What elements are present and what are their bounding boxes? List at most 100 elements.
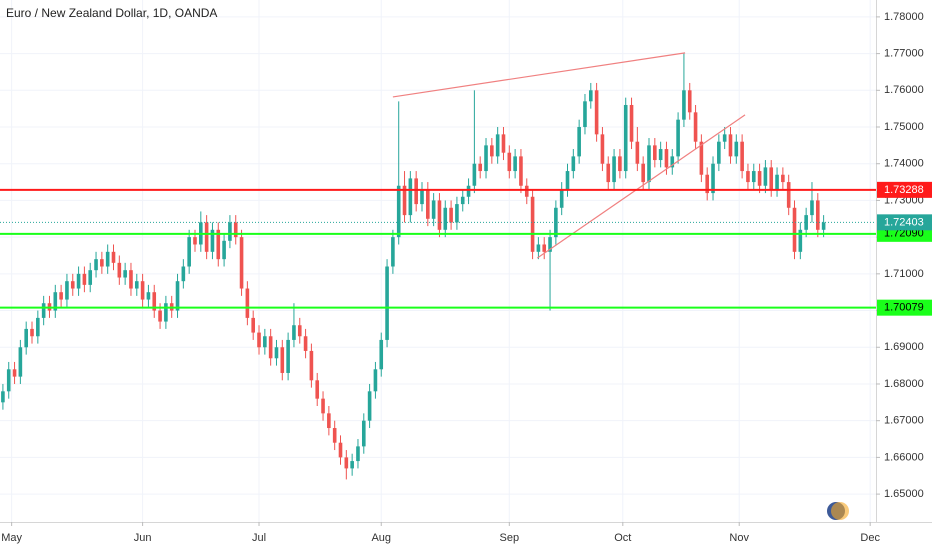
- candle-body: [693, 112, 698, 142]
- candle-body: [501, 134, 506, 153]
- candle-body: [321, 398, 325, 414]
- candle-body: [629, 104, 634, 142]
- candle-body: [455, 204, 459, 223]
- candle-body: [274, 347, 279, 359]
- candle-body: [530, 196, 535, 252]
- candle-body: [466, 185, 471, 197]
- candle-body: [815, 200, 820, 230]
- candle-body: [414, 178, 418, 205]
- y-tick-label: 1.65000: [884, 488, 924, 500]
- candle-body: [734, 141, 739, 157]
- candle-body: [82, 273, 87, 285]
- candle-body: [804, 215, 808, 230]
- y-tick-label: 1.75000: [884, 121, 924, 133]
- candle-body: [588, 90, 593, 102]
- candle-body: [536, 244, 541, 252]
- candle-body: [460, 196, 465, 205]
- candle-body: [559, 189, 564, 208]
- y-tick-label: 1.67000: [884, 415, 924, 427]
- axes: 1.65000 1.66000 1.67000 1.68000 1.69000 1.700…: [1, 11, 932, 544]
- candle-body: [728, 134, 733, 157]
- grid: [0, 0, 876, 522]
- candle-body: [70, 281, 75, 289]
- price-label: 1.72403: [884, 216, 924, 228]
- candle-body: [722, 134, 727, 142]
- candle-body: [437, 200, 442, 230]
- candle-body: [490, 145, 494, 157]
- candle-body: [513, 156, 517, 172]
- price-label-box: [877, 299, 932, 316]
- candle-body: [786, 182, 791, 208]
- candle-body: [507, 152, 512, 172]
- candle-body: [821, 222, 826, 230]
- candle-body: [216, 229, 221, 260]
- x-tick-label: May: [1, 532, 22, 544]
- candle-body: [344, 457, 349, 469]
- candle-body: [600, 134, 605, 164]
- y-tick-label: 1.74000: [884, 158, 924, 170]
- y-tick-label: 1.69000: [884, 341, 924, 353]
- candle-body: [751, 171, 756, 183]
- x-tick-label: Nov: [729, 532, 749, 544]
- candle-body: [268, 336, 273, 359]
- chart-title: Euro / New Zealand Dollar, 1D, OANDA: [6, 6, 217, 20]
- candle-body: [88, 270, 93, 285]
- candle-body: [6, 369, 11, 392]
- marks: [0, 52, 876, 480]
- candle-body: [658, 149, 663, 161]
- candle-body: [664, 149, 669, 168]
- candle-body: [670, 156, 675, 168]
- candle-body: [164, 303, 168, 322]
- candle-body: [245, 288, 250, 318]
- candle-body: [350, 461, 354, 469]
- candle-body: [233, 222, 238, 238]
- candle-body: [717, 141, 721, 164]
- y-tick-label: 1.68000: [884, 378, 924, 390]
- candle-body: [641, 163, 645, 183]
- candle-body: [105, 251, 110, 267]
- candle-body: [478, 163, 483, 172]
- candle-body: [24, 328, 28, 348]
- candle-body: [449, 207, 453, 223]
- candle-body: [367, 391, 372, 421]
- x-tick-label: Sep: [500, 532, 520, 544]
- candle-body: [175, 281, 180, 311]
- candle-body: [30, 328, 34, 337]
- price-label: 1.72090: [884, 228, 924, 240]
- candle-body: [443, 207, 448, 230]
- y-tick-label: 1.78000: [884, 11, 924, 23]
- candle-body: [303, 336, 308, 351]
- candle-body: [152, 292, 157, 311]
- candle-body: [36, 317, 40, 337]
- candle-body: [472, 163, 477, 186]
- candle-body: [775, 174, 779, 190]
- candle-body: [571, 156, 576, 172]
- candle-body: [548, 237, 552, 252]
- candle-body: [356, 446, 360, 462]
- candle-body: [705, 174, 710, 194]
- candle-body: [129, 270, 133, 289]
- candle-body: [676, 119, 680, 157]
- candle-body: [746, 171, 750, 183]
- x-tick-label: Jun: [134, 532, 152, 544]
- candle-body: [204, 222, 209, 252]
- candle-body: [577, 127, 581, 157]
- candle-body: [263, 336, 267, 348]
- price-label-box: [877, 214, 932, 231]
- candle-body: [379, 339, 384, 370]
- candle-body: [519, 156, 523, 186]
- candle-body: [1, 391, 5, 403]
- candle-body: [391, 237, 395, 267]
- x-tick-label: Oct: [614, 532, 631, 544]
- candle-body: [59, 292, 63, 300]
- candle-body: [65, 281, 69, 300]
- candle-body: [158, 310, 162, 322]
- candle-body: [18, 347, 23, 377]
- candle-body: [100, 259, 104, 267]
- candle-body: [327, 413, 331, 429]
- price-label: 1.70079: [884, 302, 924, 314]
- candle-body: [757, 171, 762, 186]
- candle-body: [542, 244, 547, 252]
